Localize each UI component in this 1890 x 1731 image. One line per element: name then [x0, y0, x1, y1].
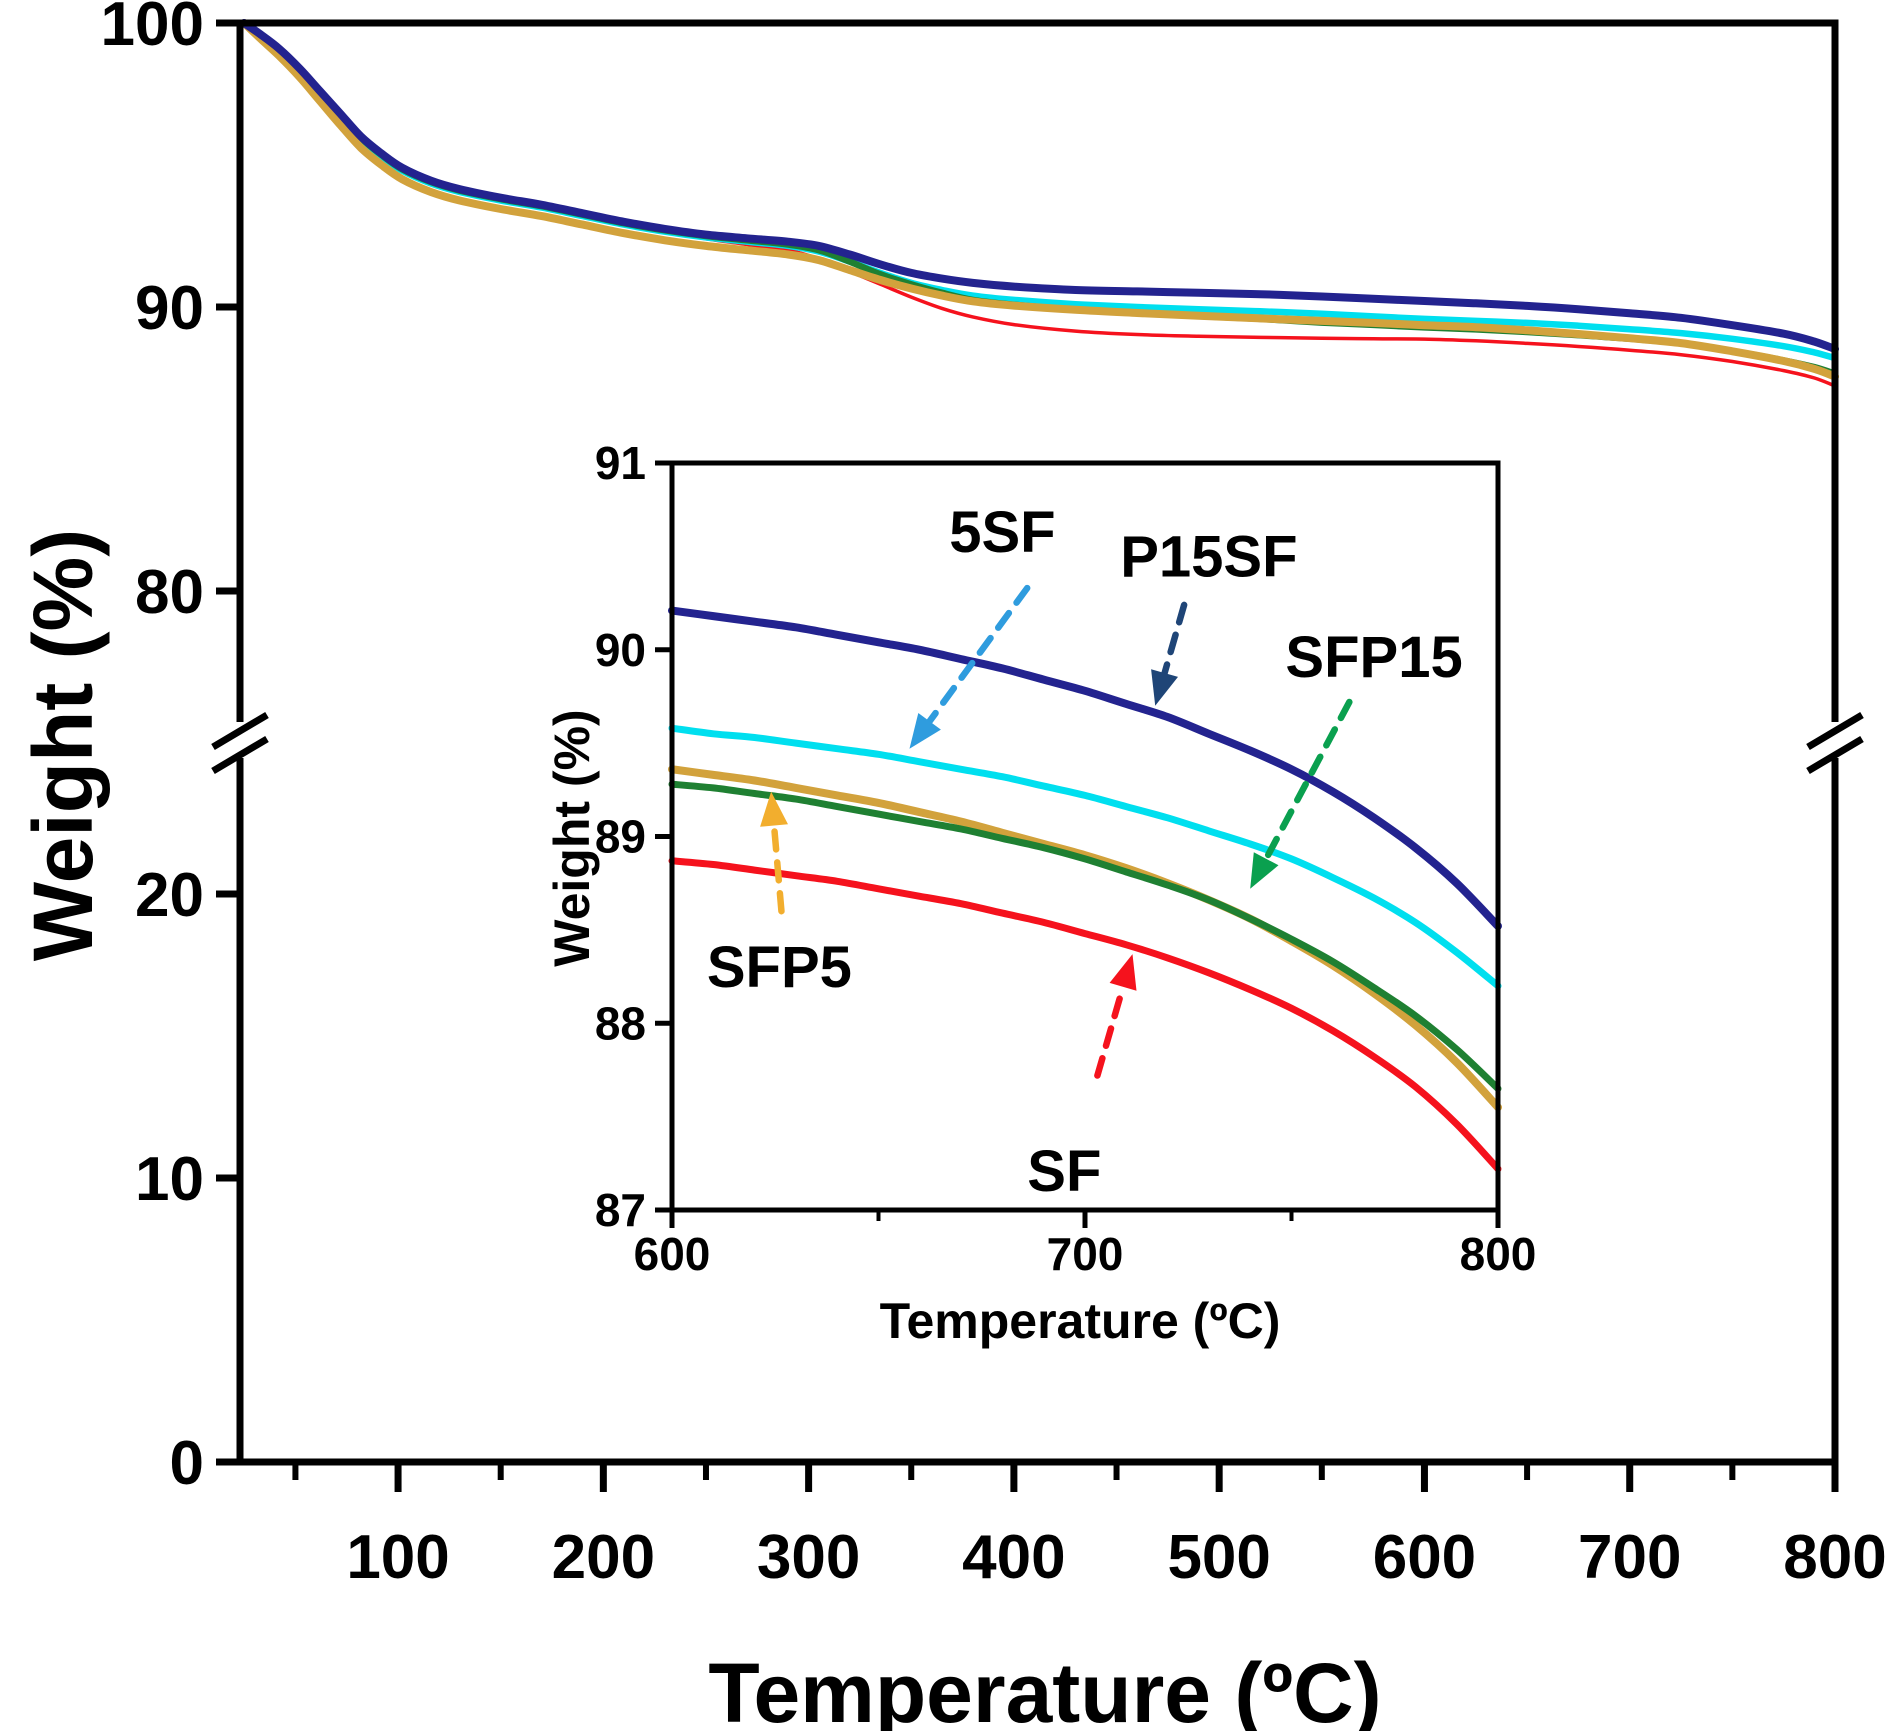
annotation-5SF: 5SF: [949, 500, 1055, 565]
x-tick-label: 700: [1578, 1523, 1681, 1592]
x-tick-label: 800: [1783, 1523, 1886, 1592]
series-P15SF: [240, 19, 1839, 353]
y-tick-label: 80: [135, 558, 204, 627]
y-axis-break-right: [1806, 735, 1864, 775]
annotation-arrow-5SF-head: [909, 713, 941, 749]
x-tick-label: 100: [346, 1523, 449, 1592]
inset-x-tick-label: 600: [634, 1228, 711, 1280]
annotation-arrow-SF-line: [1094, 983, 1127, 1079]
x-tick-label: 200: [552, 1523, 655, 1592]
annotation-arrow-SFP5-head: [760, 791, 788, 827]
inset-x-tick-label: 700: [1047, 1228, 1124, 1280]
annotation-SF: SF: [1027, 1139, 1101, 1204]
inset-y-tick-label: 88: [595, 997, 646, 1049]
annotation-arrow-SF-head: [1109, 954, 1137, 991]
annotation-arrow-P15SF-line: [1161, 601, 1188, 677]
main-axis-ticks: [216, 19, 1839, 1492]
inset-annotations: 5SF P15SF SFP15 SFP5 SF: [707, 500, 1463, 1204]
main-xaxis-title: Temperature (ºC): [708, 1646, 1381, 1731]
inset-yaxis-title: Weight (%): [544, 709, 600, 966]
inset-y-tick-label: 87: [595, 1184, 646, 1236]
y-axis-break-left: [211, 735, 269, 775]
annotation-arrow-P15SF-head: [1151, 669, 1178, 706]
annotation-SFP15: SFP15: [1285, 625, 1462, 690]
x-tick-label: 500: [1167, 1523, 1270, 1592]
inset-y-tick-label: 89: [595, 811, 646, 863]
inset-series-SFP5: [668, 765, 1502, 1112]
annotation-arrow-5SF-line: [926, 584, 1031, 725]
series-SFP5: [240, 19, 1839, 381]
y-axis-break-right: [1806, 711, 1864, 751]
inset-series-P15SF: [668, 606, 1502, 931]
y-tick-label: 90: [135, 274, 204, 343]
series-SFP15: [240, 19, 1839, 377]
y-tick-label: 0: [170, 1429, 204, 1498]
inset-y-tick-label: 91: [595, 437, 646, 489]
annotation-arrow-SFP15-head: [1250, 852, 1279, 889]
annotation-arrow-SFP5-line: [770, 822, 785, 915]
y-axis-break-marks: [211, 711, 1864, 775]
annotation-SFP5: SFP5: [707, 935, 852, 1000]
inset-series-SFP15: [668, 780, 1502, 1093]
inset-y-tick-label: 90: [595, 624, 646, 676]
y-tick-label: 10: [135, 1145, 204, 1214]
y-tick-label: 20: [135, 861, 204, 930]
annotation-P15SF: P15SF: [1120, 524, 1297, 589]
inset-axis-ticks: [655, 460, 1501, 1228]
main-yaxis-title: Weight (%): [16, 529, 110, 961]
x-tick-label: 600: [1373, 1523, 1476, 1592]
x-tick-label: 400: [962, 1523, 1065, 1592]
inset-x-tick-label: 800: [1460, 1228, 1537, 1280]
annotation-arrow-SFP15-line: [1262, 698, 1353, 863]
inset-background: [672, 463, 1498, 1210]
inset-series-5SF: [668, 724, 1502, 990]
x-tick-label: 300: [757, 1523, 860, 1592]
inset-curves: [668, 606, 1502, 1173]
inset-series-SF: [668, 857, 1502, 1173]
y-tick-label: 100: [101, 0, 204, 59]
y-axis-break-left: [211, 711, 269, 751]
inset-xaxis-title: Temperature (ºC): [880, 1293, 1281, 1349]
main-curves: [240, 19, 1839, 388]
inset-tick-labels: 600 700 800 91 90 89 88 87: [595, 437, 1537, 1280]
